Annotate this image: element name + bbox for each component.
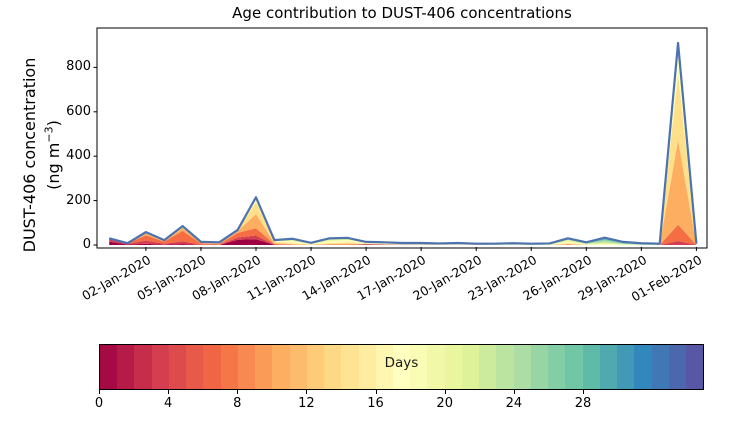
total-line xyxy=(108,41,698,245)
colorbar-tick-label: 16 xyxy=(367,396,384,411)
colorbar-segment xyxy=(168,345,187,389)
colorbar-segment xyxy=(358,345,376,389)
area-layer xyxy=(109,139,697,245)
colorbar-segment xyxy=(651,345,669,389)
y-tick-label: 400 xyxy=(66,148,91,164)
colorbar-segment xyxy=(513,345,531,389)
colorbar-tick xyxy=(237,390,239,394)
area-layer xyxy=(109,235,697,245)
colorbar-tick xyxy=(375,390,377,394)
area-layer xyxy=(109,239,697,245)
colorbar-segment xyxy=(100,345,118,389)
colorbar-tick-label: 12 xyxy=(298,396,315,411)
colorbar-segment xyxy=(410,345,428,389)
area-layer xyxy=(109,42,697,245)
area-layer xyxy=(109,42,697,246)
colorbar-segment xyxy=(306,345,325,389)
colorbar-tick xyxy=(444,390,446,394)
colorbar-segment xyxy=(375,345,393,389)
colorbar-segment xyxy=(634,345,652,389)
y-tick-label: 600 xyxy=(66,103,91,119)
colorbar-segment xyxy=(117,345,135,389)
colorbar-segment xyxy=(341,345,359,389)
colorbar xyxy=(99,344,704,390)
colorbar-segment xyxy=(461,345,480,389)
colorbar-segment xyxy=(134,345,152,389)
colorbar-segment xyxy=(186,345,204,389)
colorbar-segment xyxy=(444,345,462,389)
y-tick-label: 800 xyxy=(66,59,91,75)
plot-border xyxy=(96,27,708,249)
colorbar-segment xyxy=(668,345,686,389)
colorbar-tick-label: 28 xyxy=(574,396,592,411)
colorbar-segment xyxy=(220,345,238,389)
colorbar-segment xyxy=(237,345,256,389)
colorbar-tick-label: 20 xyxy=(436,396,453,411)
colorbar-segment xyxy=(324,345,342,389)
colorbar-tick xyxy=(513,390,515,394)
chart-title: Age contribution to DUST-406 concentrati… xyxy=(232,4,572,22)
colorbar-tick-label: 4 xyxy=(164,396,173,411)
area-layer xyxy=(109,73,697,246)
colorbar-segment xyxy=(427,345,445,389)
area-layer xyxy=(109,224,697,245)
colorbar-tick xyxy=(306,390,308,394)
colorbar-segment xyxy=(496,345,514,389)
colorbar-tick xyxy=(99,390,100,394)
colorbar-segment xyxy=(479,345,497,389)
colorbar-tick-label: 24 xyxy=(505,396,523,411)
colorbar-segment xyxy=(582,345,600,389)
y-tick-label: 0 xyxy=(82,237,91,252)
colorbar-segment xyxy=(548,345,566,389)
colorbar-segment xyxy=(272,345,290,389)
area-layer xyxy=(109,42,697,245)
colorbar-segment xyxy=(255,345,273,389)
colorbar-tick xyxy=(583,390,584,394)
area-layer xyxy=(109,42,697,245)
colorbar-segment xyxy=(599,345,618,389)
colorbar-segment xyxy=(392,345,411,389)
colorbar-tick-label: 0 xyxy=(94,396,104,411)
colorbar-segment xyxy=(685,345,704,389)
colorbar-segment xyxy=(289,345,307,389)
colorbar-segment xyxy=(617,345,635,389)
colorbar-segment xyxy=(565,345,583,389)
y-tick-label: 200 xyxy=(66,192,91,208)
colorbar-segment xyxy=(530,345,549,389)
colorbar-tick-label: 8 xyxy=(233,396,242,411)
colorbar-segment xyxy=(203,345,221,389)
colorbar-tick xyxy=(168,390,170,394)
colorbar-segment xyxy=(151,345,169,389)
area-layer xyxy=(109,53,697,246)
